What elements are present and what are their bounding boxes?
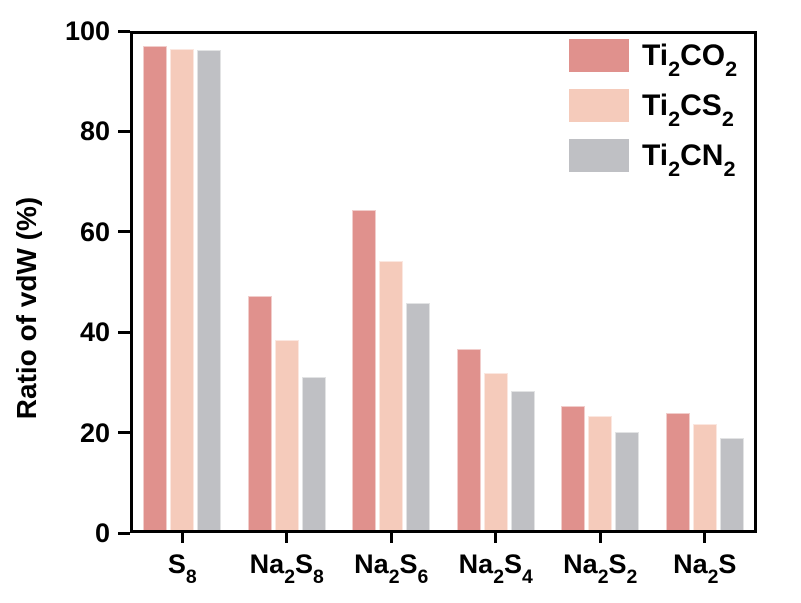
- x-tick-label: Na2S6: [354, 549, 429, 588]
- y-tick-label: 20: [79, 417, 110, 448]
- x-tick: [389, 533, 393, 543]
- y-tick-label: 40: [79, 317, 110, 348]
- x-tick: [598, 533, 602, 543]
- y-tick: [118, 29, 130, 33]
- y-tick: [118, 129, 130, 133]
- y-tick: [118, 531, 130, 535]
- bar: [588, 415, 613, 533]
- x-tick-label: S8: [167, 549, 197, 588]
- bar: [692, 424, 717, 533]
- y-tick: [118, 230, 130, 234]
- x-tick-label: Na2S: [673, 549, 737, 588]
- bar: [615, 432, 640, 533]
- bar: [274, 340, 299, 533]
- y-tick-label: 100: [64, 16, 110, 46]
- bar: [197, 49, 222, 533]
- y-tick-label: 0: [94, 518, 110, 548]
- y-tick: [118, 330, 130, 334]
- bar: [719, 438, 744, 533]
- bar: [510, 391, 535, 533]
- y-tick-label: 60: [79, 216, 110, 247]
- y-tick-label: 80: [79, 116, 110, 147]
- bar: [483, 373, 508, 533]
- bar: [301, 377, 326, 533]
- bar: [143, 46, 168, 533]
- bar: [247, 295, 272, 533]
- bar: [665, 413, 690, 533]
- bar: [406, 303, 431, 533]
- bar: [352, 210, 377, 533]
- bar: [456, 349, 481, 533]
- y-tick: [118, 431, 130, 435]
- x-tick-label: Na2S8: [249, 549, 324, 588]
- bar: [170, 48, 195, 533]
- bar: [379, 261, 404, 533]
- x-tick: [180, 533, 184, 543]
- x-tick-label: Na2S2: [563, 549, 638, 588]
- bars-layer: [130, 31, 757, 533]
- bar: [561, 406, 586, 533]
- x-tick: [285, 533, 289, 543]
- x-tick: [494, 533, 498, 543]
- x-tick-label: Na2S4: [458, 549, 533, 588]
- x-tick: [703, 533, 707, 543]
